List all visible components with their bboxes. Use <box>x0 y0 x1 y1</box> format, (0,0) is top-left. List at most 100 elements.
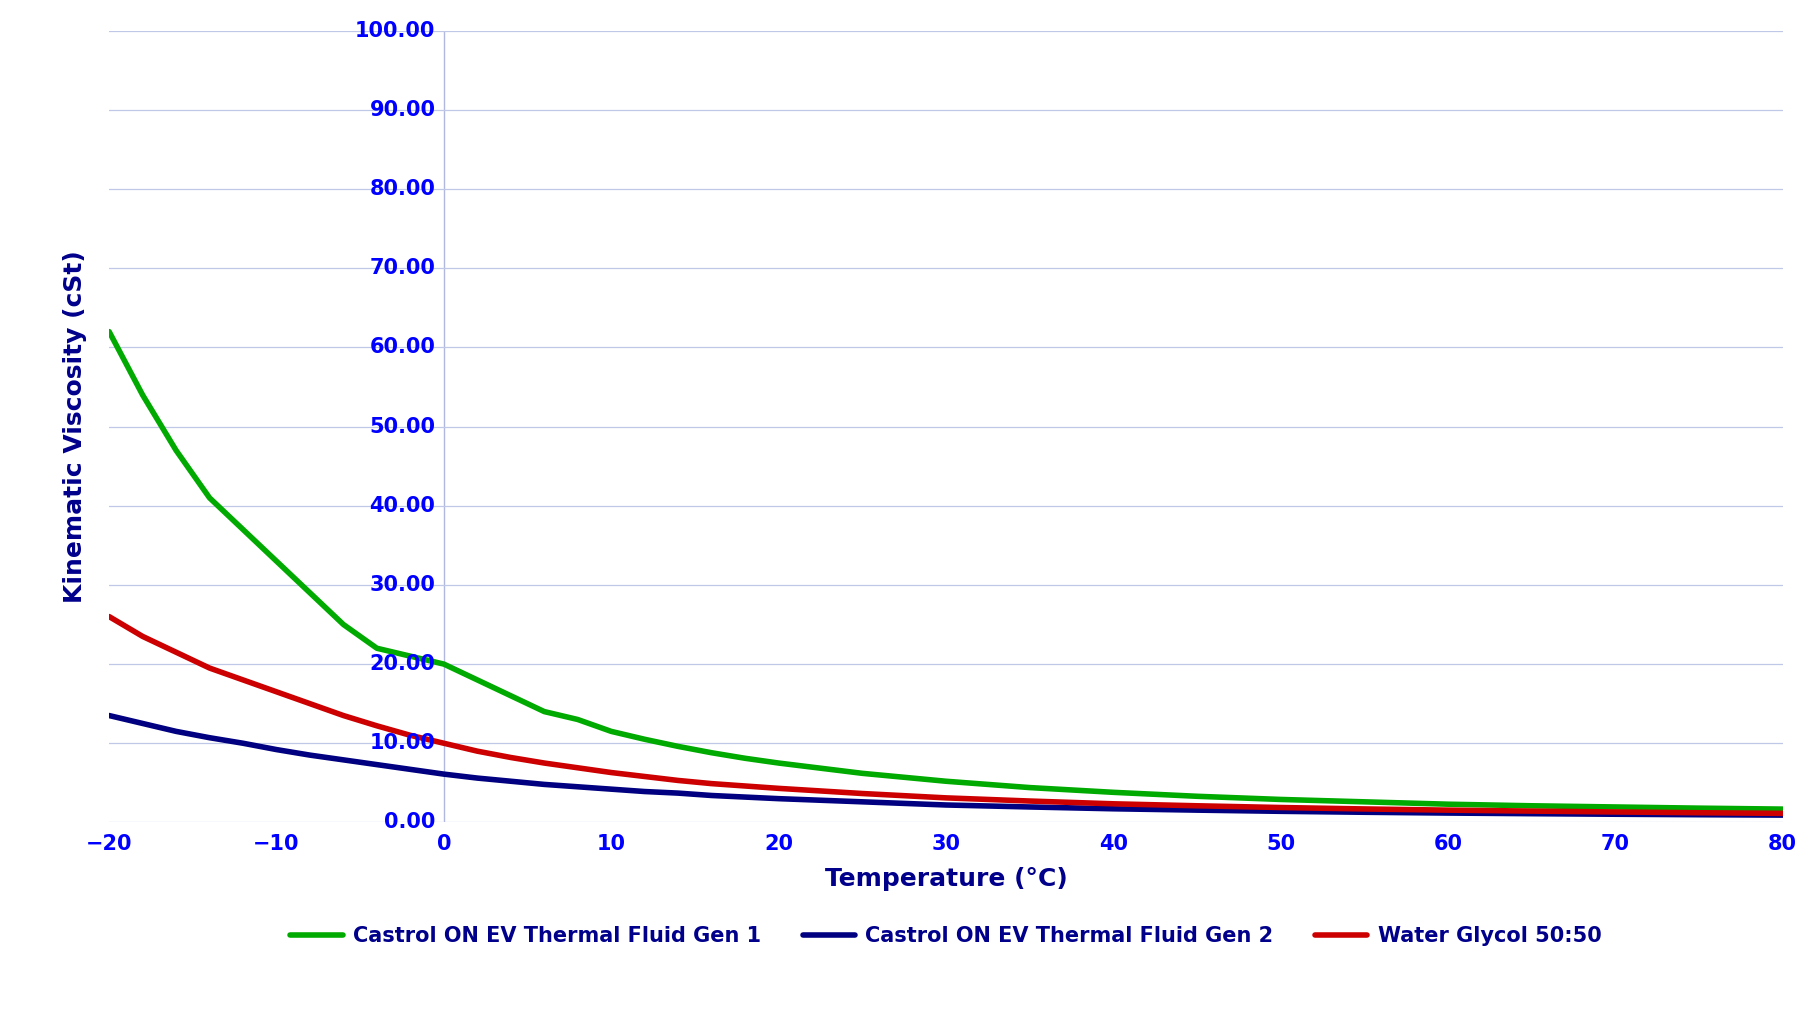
Castrol ON EV Thermal Fluid Gen 1 <box>98 326 120 338</box>
Line: Castrol ON EV Thermal Fluid Gen 1: Castrol ON EV Thermal Fluid Gen 1 <box>109 332 1783 809</box>
Water Glycol 50:50 <box>98 611 120 623</box>
Water Glycol 50:50 <box>1521 805 1543 817</box>
Water Glycol 50:50 <box>433 737 455 749</box>
Water Glycol 50:50 <box>333 709 355 722</box>
Castrol ON EV Thermal Fluid Gen 2 <box>1688 809 1710 821</box>
Castrol ON EV Thermal Fluid Gen 2 <box>533 778 555 791</box>
Castrol ON EV Thermal Fluid Gen 2 <box>98 709 120 722</box>
Castrol ON EV Thermal Fluid Gen 1 <box>333 619 355 631</box>
Castrol ON EV Thermal Fluid Gen 1 <box>600 725 622 737</box>
Castrol ON EV Thermal Fluid Gen 1 <box>568 713 589 726</box>
Castrol ON EV Thermal Fluid Gen 1 <box>1772 803 1794 815</box>
Castrol ON EV Thermal Fluid Gen 2 <box>333 754 355 766</box>
Text: 90.00: 90.00 <box>369 100 435 120</box>
Castrol ON EV Thermal Fluid Gen 1 <box>851 767 873 779</box>
Castrol ON EV Thermal Fluid Gen 2 <box>700 790 722 802</box>
Castrol ON EV Thermal Fluid Gen 2 <box>668 787 689 800</box>
Castrol ON EV Thermal Fluid Gen 1 <box>466 673 487 686</box>
Castrol ON EV Thermal Fluid Gen 2 <box>1186 804 1208 816</box>
Castrol ON EV Thermal Fluid Gen 1 <box>500 690 522 702</box>
Castrol ON EV Thermal Fluid Gen 2 <box>935 799 957 811</box>
Castrol ON EV Thermal Fluid Gen 1 <box>1186 791 1208 803</box>
Castrol ON EV Thermal Fluid Gen 1 <box>1102 786 1124 799</box>
Castrol ON EV Thermal Fluid Gen 1 <box>700 746 722 759</box>
Water Glycol 50:50 <box>400 729 422 741</box>
Castrol ON EV Thermal Fluid Gen 2 <box>131 718 153 730</box>
Castrol ON EV Thermal Fluid Gen 1 <box>1688 802 1710 814</box>
Water Glycol 50:50 <box>1353 803 1375 815</box>
Castrol ON EV Thermal Fluid Gen 2 <box>633 785 655 798</box>
Castrol ON EV Thermal Fluid Gen 2 <box>735 791 757 803</box>
Castrol ON EV Thermal Fluid Gen 1 <box>298 587 320 599</box>
Castrol ON EV Thermal Fluid Gen 2 <box>851 796 873 808</box>
Castrol ON EV Thermal Fluid Gen 2 <box>298 749 320 762</box>
Castrol ON EV Thermal Fluid Gen 1 <box>233 523 255 536</box>
Water Glycol 50:50 <box>633 770 655 782</box>
Castrol ON EV Thermal Fluid Gen 2 <box>433 768 455 780</box>
Castrol ON EV Thermal Fluid Gen 1 <box>768 757 789 769</box>
Castrol ON EV Thermal Fluid Gen 2 <box>1437 807 1459 819</box>
Castrol ON EV Thermal Fluid Gen 2 <box>1604 808 1626 820</box>
Castrol ON EV Thermal Fluid Gen 2 <box>266 743 287 756</box>
Castrol ON EV Thermal Fluid Gen 1 <box>1521 800 1543 812</box>
Water Glycol 50:50 <box>1772 807 1794 819</box>
Water Glycol 50:50 <box>131 630 153 642</box>
Text: 50.00: 50.00 <box>369 416 435 437</box>
Water Glycol 50:50 <box>166 646 187 658</box>
Castrol ON EV Thermal Fluid Gen 1 <box>1437 798 1459 810</box>
Castrol ON EV Thermal Fluid Gen 2 <box>198 732 220 744</box>
Castrol ON EV Thermal Fluid Gen 2 <box>233 737 255 749</box>
X-axis label: Temperature (°C): Temperature (°C) <box>824 868 1068 891</box>
Castrol ON EV Thermal Fluid Gen 1 <box>166 444 187 456</box>
Text: 40.00: 40.00 <box>369 495 435 516</box>
Water Glycol 50:50 <box>700 777 722 790</box>
Water Glycol 50:50 <box>1019 795 1040 807</box>
Water Glycol 50:50 <box>1270 802 1291 814</box>
Text: 60.00: 60.00 <box>369 337 435 358</box>
Castrol ON EV Thermal Fluid Gen 2 <box>768 793 789 805</box>
Castrol ON EV Thermal Fluid Gen 1 <box>198 491 220 504</box>
Castrol ON EV Thermal Fluid Gen 1 <box>131 389 153 401</box>
Text: 10.00: 10.00 <box>369 733 435 754</box>
Water Glycol 50:50 <box>466 745 487 758</box>
Castrol ON EV Thermal Fluid Gen 1 <box>935 775 957 787</box>
Castrol ON EV Thermal Fluid Gen 1 <box>400 650 422 662</box>
Water Glycol 50:50 <box>1604 806 1626 818</box>
Water Glycol 50:50 <box>1688 807 1710 819</box>
Castrol ON EV Thermal Fluid Gen 2 <box>1521 808 1543 820</box>
Castrol ON EV Thermal Fluid Gen 1 <box>1270 794 1291 806</box>
Text: 20.00: 20.00 <box>369 654 435 674</box>
Castrol ON EV Thermal Fluid Gen 1 <box>1604 801 1626 813</box>
Castrol ON EV Thermal Fluid Gen 1 <box>366 642 387 655</box>
Y-axis label: Kinematic Viscosity (cSt): Kinematic Viscosity (cSt) <box>64 250 87 603</box>
Castrol ON EV Thermal Fluid Gen 2 <box>466 772 487 784</box>
Castrol ON EV Thermal Fluid Gen 2 <box>1102 803 1124 815</box>
Castrol ON EV Thermal Fluid Gen 2 <box>366 759 387 771</box>
Text: 0.00: 0.00 <box>384 812 435 833</box>
Castrol ON EV Thermal Fluid Gen 1 <box>735 752 757 765</box>
Castrol ON EV Thermal Fluid Gen 1 <box>266 555 287 567</box>
Castrol ON EV Thermal Fluid Gen 2 <box>1772 809 1794 821</box>
Castrol ON EV Thermal Fluid Gen 2 <box>600 783 622 796</box>
Line: Castrol ON EV Thermal Fluid Gen 2: Castrol ON EV Thermal Fluid Gen 2 <box>109 715 1783 815</box>
Water Glycol 50:50 <box>1186 800 1208 812</box>
Water Glycol 50:50 <box>198 662 220 674</box>
Castrol ON EV Thermal Fluid Gen 2 <box>568 780 589 793</box>
Castrol ON EV Thermal Fluid Gen 1 <box>1353 796 1375 808</box>
Text: 100.00: 100.00 <box>355 21 435 41</box>
Water Glycol 50:50 <box>851 787 873 800</box>
Water Glycol 50:50 <box>1102 798 1124 810</box>
Water Glycol 50:50 <box>768 782 789 795</box>
Legend: Castrol ON EV Thermal Fluid Gen 1, Castrol ON EV Thermal Fluid Gen 2, Water Glyc: Castrol ON EV Thermal Fluid Gen 1, Castr… <box>282 918 1610 954</box>
Water Glycol 50:50 <box>533 757 555 769</box>
Castrol ON EV Thermal Fluid Gen 1 <box>668 740 689 752</box>
Castrol ON EV Thermal Fluid Gen 2 <box>500 775 522 787</box>
Castrol ON EV Thermal Fluid Gen 1 <box>633 733 655 745</box>
Water Glycol 50:50 <box>568 762 589 774</box>
Castrol ON EV Thermal Fluid Gen 2 <box>1270 805 1291 817</box>
Line: Water Glycol 50:50: Water Glycol 50:50 <box>109 617 1783 813</box>
Water Glycol 50:50 <box>366 720 387 732</box>
Text: 30.00: 30.00 <box>369 575 435 595</box>
Water Glycol 50:50 <box>266 686 287 698</box>
Castrol ON EV Thermal Fluid Gen 2 <box>400 763 422 775</box>
